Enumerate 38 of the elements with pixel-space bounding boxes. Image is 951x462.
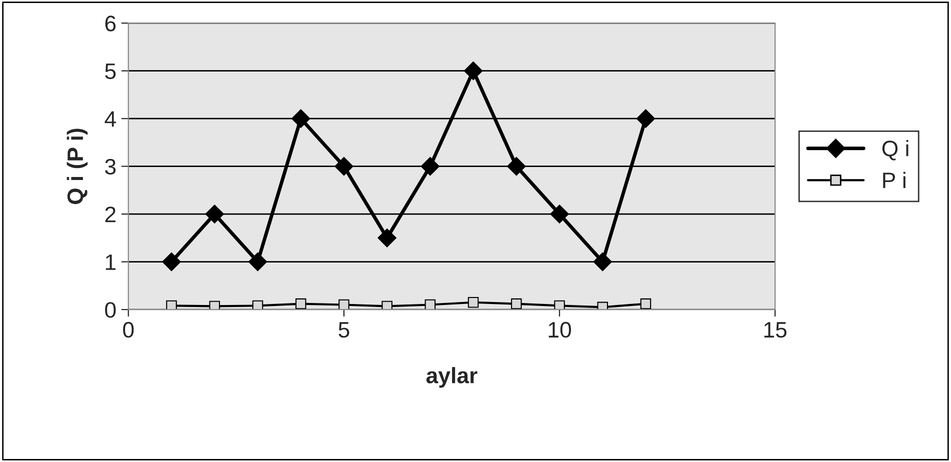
y-tick-label: 5	[105, 64, 116, 80]
point	[593, 252, 612, 272]
point	[378, 228, 396, 248]
point	[382, 300, 392, 310]
point	[334, 156, 354, 176]
x-tick-label: 5	[338, 322, 350, 338]
legend-label: Q i	[882, 140, 908, 160]
point	[420, 156, 440, 176]
point	[162, 252, 181, 272]
x-tick-label: 0	[123, 322, 134, 338]
point	[248, 252, 268, 272]
point	[554, 300, 565, 310]
y-axis-title: Q i (P i)	[66, 128, 88, 204]
point	[464, 61, 483, 80]
point	[205, 204, 224, 224]
point	[209, 300, 220, 310]
y-tick-label: 2	[105, 206, 116, 222]
point	[636, 109, 656, 128]
y-tick-label: 1	[106, 254, 116, 270]
y-tick-label: 3	[105, 158, 116, 175]
point	[550, 204, 569, 224]
point	[295, 298, 306, 310]
point	[291, 109, 310, 128]
point	[640, 298, 652, 310]
x-tick-label: 10	[548, 322, 571, 338]
point	[252, 300, 264, 310]
y-tick-label: 4	[104, 111, 116, 127]
point	[511, 298, 522, 310]
y-tick-label: 6	[105, 16, 116, 32]
point	[166, 300, 177, 310]
x-tick-label: 15	[764, 322, 786, 338]
x-axis-title: aylar	[426, 367, 478, 388]
point	[338, 299, 350, 310]
point	[424, 299, 436, 310]
point	[468, 297, 479, 308]
y-tick-label: 0	[105, 302, 116, 318]
legend-label: P i	[883, 172, 906, 188]
point	[507, 156, 526, 176]
